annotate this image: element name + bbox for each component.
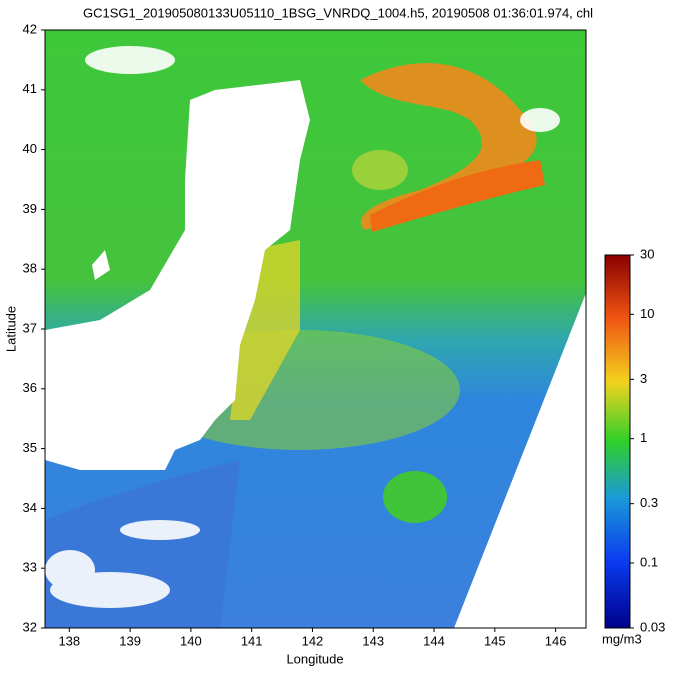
y-tick-label: 35 <box>23 440 37 455</box>
title: GC1SG1_201905080133U05110_1BSG_VNRDQ_100… <box>83 5 593 20</box>
colorbar-tick-label: 1 <box>640 430 647 445</box>
colorbar-tick-label: 0.03 <box>640 619 665 634</box>
x-tick-label: 139 <box>119 633 141 648</box>
colorbar-tick-label: 0.3 <box>640 495 658 510</box>
y-tick-label: 42 <box>23 21 37 36</box>
colorbar-tick-label: 10 <box>640 306 654 321</box>
colorbar-tick-label: 30 <box>640 246 654 261</box>
x-axis-label: Longitude <box>286 651 343 666</box>
x-tick-label: 144 <box>423 633 445 648</box>
x-tick-label: 141 <box>241 633 263 648</box>
y-tick-label: 40 <box>23 141 37 156</box>
y-tick-label: 37 <box>23 320 37 335</box>
y-axis-label: Latitude <box>3 306 18 352</box>
y-tick-label: 41 <box>23 81 37 96</box>
y-tick-label: 32 <box>23 619 37 634</box>
y-tick-label: 38 <box>23 261 37 276</box>
x-tick-label: 138 <box>58 633 80 648</box>
x-tick-label: 146 <box>545 633 567 648</box>
x-tick-label: 143 <box>362 633 384 648</box>
x-tick-label: 142 <box>302 633 324 648</box>
colorbar <box>604 254 631 629</box>
colorbar-tick-label: 3 <box>640 371 647 386</box>
y-tick-label: 36 <box>23 380 37 395</box>
colorbar-unit: mg/m3 <box>602 631 642 646</box>
y-tick-label: 34 <box>23 500 37 515</box>
y-tick-label: 39 <box>23 201 37 216</box>
y-tick-label: 33 <box>23 560 37 575</box>
colorbar-tick-label: 0.1 <box>640 554 658 569</box>
chlorophyll-image <box>45 30 586 628</box>
x-tick-label: 140 <box>180 633 202 648</box>
x-tick-label: 145 <box>484 633 506 648</box>
